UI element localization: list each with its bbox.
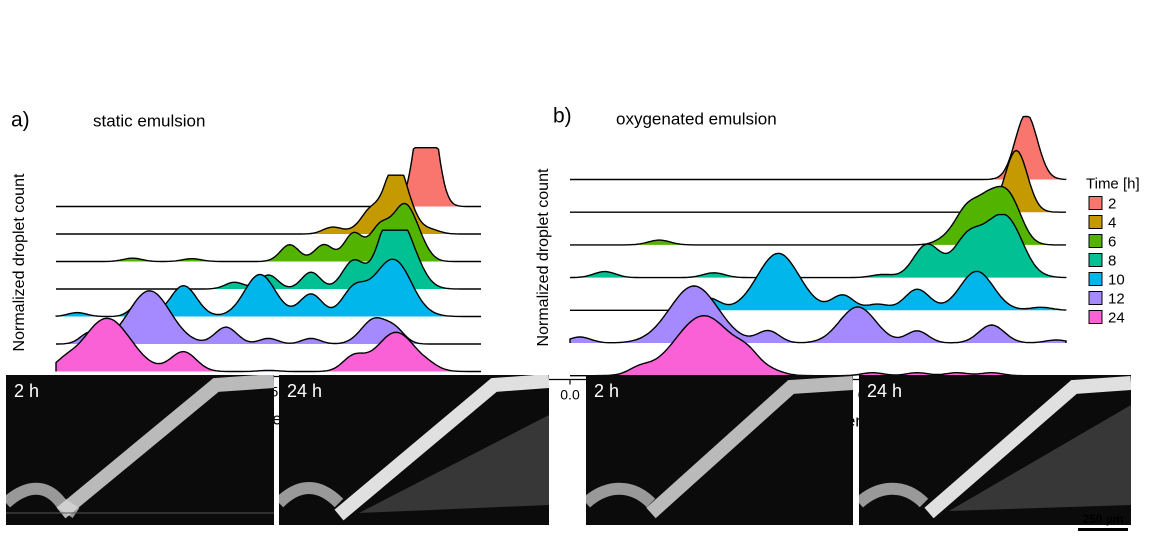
micrograph-image — [6, 375, 274, 519]
legend-label-2h: 2 — [1108, 196, 1116, 213]
ridge-outline-8h — [569, 213, 1067, 279]
legend-label-10h: 10 — [1108, 272, 1125, 289]
ridge-outline-6h — [570, 185, 1066, 246]
ridge-outline-10h — [55, 258, 481, 318]
micrograph-oxygenated-2h: 2 h — [586, 375, 853, 525]
panel-title: oxygenated emulsion — [616, 110, 777, 129]
legend-title: Time [h] — [1086, 176, 1140, 193]
ridge-outline-12h — [56, 290, 481, 345]
ridge-outline-12h — [569, 285, 1067, 344]
micrograph-oxygenated-24h: 24 h — [859, 375, 1131, 525]
ridge-fill-24h — [570, 315, 1066, 376]
ridge-outline-8h — [56, 229, 481, 290]
micrograph-image — [859, 376, 1131, 519]
ridge-fill-4h — [56, 175, 481, 234]
micrograph-image — [586, 376, 853, 519]
micrograph-label: 24 h — [867, 381, 903, 401]
scale-bar-line — [1078, 528, 1128, 531]
panel-b-chart: b)oxygenated emulsionDisplacementNormali… — [535, 105, 1076, 431]
ridge-fill-6h — [56, 203, 481, 262]
legend-label-6h: 6 — [1108, 234, 1116, 251]
ridge-fill-8h — [570, 214, 1066, 278]
ridge-fill-12h — [56, 290, 481, 344]
y-axis-label: Normalized droplet count — [11, 173, 28, 351]
ridge-fill-10h — [56, 259, 481, 317]
ridge-fill-2h — [56, 147, 481, 207]
legend-swatch-4h — [1088, 215, 1103, 229]
legend-swatch-8h — [1088, 253, 1103, 267]
legend-swatch-12h — [1088, 291, 1103, 305]
ridge-outline-4h — [56, 174, 481, 235]
legend-label-8h: 8 — [1108, 253, 1116, 270]
micrograph-image — [279, 375, 549, 521]
legend-label-24h: 24 — [1108, 310, 1125, 327]
micrograph-static-24h: 24 h — [279, 375, 549, 525]
ridge-outline-2h — [56, 147, 481, 208]
legend-swatch-24h — [1088, 310, 1103, 324]
ridge-fill-24h — [56, 318, 481, 372]
panel-label: a) — [11, 109, 30, 132]
ridge-fill-10h — [570, 253, 1066, 311]
panel-label: b) — [553, 105, 572, 128]
legend-swatch-2h — [1088, 196, 1103, 210]
legend-label-4h: 4 — [1108, 215, 1116, 232]
panel-title: static emulsion — [93, 112, 205, 131]
ridge-outline-24h — [55, 317, 481, 373]
legend-swatch-10h — [1088, 272, 1103, 286]
micrograph-static-2h: 2 h — [6, 375, 274, 525]
micrograph-label: 24 h — [287, 381, 323, 401]
ridge-outline-6h — [56, 202, 481, 263]
x-tick-label: 0.0 — [560, 387, 580, 403]
legend-swatch-6h — [1088, 234, 1103, 248]
ridge-outline-10h — [570, 252, 1067, 311]
micrograph-label: 2 h — [14, 381, 40, 401]
ridge-outline-2h — [570, 115, 1067, 181]
y-axis-label: Normalized droplet count — [535, 168, 552, 346]
scale-bar-label: 250 µm — [1082, 512, 1124, 526]
micrograph-label: 2 h — [594, 381, 620, 401]
legend-label-12h: 12 — [1108, 291, 1125, 308]
scale-bar: 250 µm — [1078, 512, 1128, 531]
